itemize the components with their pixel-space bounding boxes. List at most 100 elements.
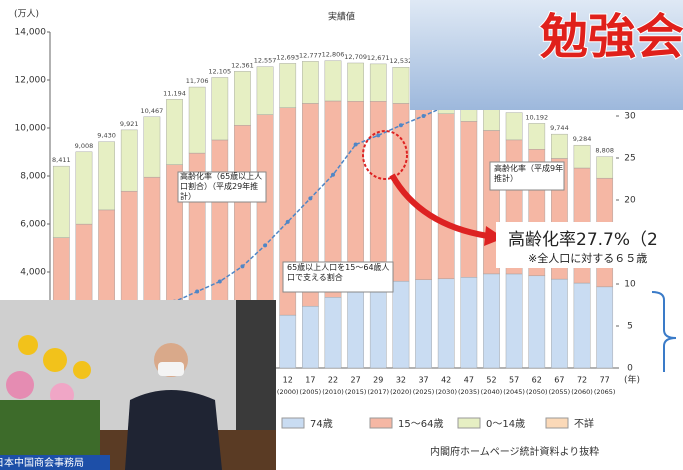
person-body — [125, 390, 222, 470]
annotation: 高齢化率（65歳以上人口割合）（平成29年推計） — [180, 172, 266, 204]
x-tick-year: (2030) — [435, 388, 457, 396]
bar-segment — [506, 274, 522, 368]
bar-segment — [325, 297, 341, 368]
bar-segment — [257, 67, 273, 115]
total-label: 12,105 — [208, 67, 231, 75]
annotation-text: 65歳以上人口を15～64歳人口で支える割合 — [287, 263, 391, 283]
x-tick-year: (2005) — [300, 388, 322, 396]
total-label: 12,557 — [254, 57, 277, 65]
banner-title: 勉強会 — [540, 9, 683, 65]
legend-swatch — [370, 418, 392, 428]
source: 内閣府ホームページ統計資料より抜粋 — [430, 445, 599, 458]
x-tick-year: (2060) — [571, 388, 593, 396]
total-label: 9,921 — [120, 120, 139, 128]
bar-segment — [189, 87, 205, 153]
total-label: 12,709 — [344, 53, 367, 61]
x-tick-year: (2065) — [594, 388, 616, 396]
y2-tick-label: 20 — [624, 196, 636, 206]
bar-segment — [370, 64, 386, 101]
rate-marker — [376, 133, 380, 137]
annotation-text: 高齢化率（平成9年推計） — [494, 164, 564, 184]
rate-marker — [354, 143, 358, 147]
x-tick-label: 12 — [283, 376, 293, 385]
bar-segment — [438, 114, 454, 279]
y-unit: (万人) — [14, 9, 39, 20]
total-label: 12,777 — [299, 51, 322, 59]
total-label: 11,706 — [186, 77, 209, 85]
bar-segment — [166, 99, 182, 164]
bar-segment — [415, 280, 431, 368]
bar-segment — [53, 166, 69, 237]
bar-segment — [144, 117, 160, 177]
legend-swatch — [458, 418, 480, 428]
total-label: 12,532 — [390, 57, 413, 65]
total-label: 9,430 — [97, 132, 116, 140]
x-tick-year: (2000) — [277, 388, 299, 396]
x-tick-year: (2055) — [549, 388, 571, 396]
total-label: 9,284 — [573, 135, 592, 143]
bar-segment — [461, 277, 477, 368]
legend-label: 0～14歳 — [486, 418, 525, 430]
y-tick-label: 4,000 — [20, 268, 46, 278]
bar-segment — [325, 61, 341, 101]
x-tick-label: 42 — [441, 376, 451, 385]
bar-segment — [574, 283, 590, 368]
rate-marker — [263, 243, 267, 247]
x-tick-label: 77 — [600, 376, 610, 385]
y-tick-label: 8,000 — [20, 172, 46, 182]
y2-tick-label: 10 — [624, 280, 636, 290]
x-tick-year: (2050) — [526, 388, 548, 396]
bar-segment — [347, 63, 363, 101]
rate-marker — [399, 123, 403, 127]
bar-segment — [393, 281, 409, 368]
x-tick-label: 22 — [328, 376, 338, 385]
bar-segment — [551, 134, 567, 158]
mask — [158, 362, 184, 376]
bar-segment — [76, 152, 92, 224]
legend-label: 15～64歳 — [398, 418, 443, 430]
y2-tick-label: 5 — [627, 322, 633, 332]
bar-segment — [393, 67, 409, 103]
rate-marker — [286, 220, 290, 224]
bar-segment — [302, 306, 318, 368]
bar-segment — [121, 130, 137, 191]
x-tick-year: (2045) — [503, 388, 525, 396]
callout-note: ※全人口に対する６５歳 — [528, 251, 647, 265]
y-tick-label: 12,000 — [15, 76, 47, 86]
x-tick-label: 27 — [351, 376, 361, 385]
total-label: 12,693 — [276, 53, 299, 61]
bar-segment — [597, 157, 613, 179]
y-tick-label: 14,000 — [15, 28, 47, 38]
x-tick-year: (2015) — [345, 388, 367, 396]
bar-segment — [551, 279, 567, 368]
bar-segment — [347, 287, 363, 368]
x-tick-year: (2017) — [367, 388, 389, 396]
total-label: 12,361 — [231, 61, 254, 69]
x-unit: (年) — [624, 374, 640, 386]
y-tick-label: 10,000 — [15, 124, 47, 134]
total-label: 9,008 — [75, 142, 94, 150]
y2-tick-label: 25 — [624, 154, 635, 164]
y2-tick-label: 0 — [627, 364, 633, 374]
bar-segment — [280, 315, 296, 368]
callout-title: 高齢化率27.7%（2 — [508, 230, 658, 250]
bar-segment — [347, 101, 363, 286]
bar-segment — [415, 108, 431, 280]
x-tick-year: (2035) — [458, 388, 480, 396]
actual-label: 実績値 — [328, 11, 355, 23]
y-tick-label: 6,000 — [20, 220, 46, 230]
flower — [18, 335, 38, 355]
total-label: 8,808 — [595, 147, 614, 155]
screen: 02,0004,0006,0008,00010,00012,00014,0000… — [0, 0, 683, 470]
x-tick-label: 29 — [373, 376, 383, 385]
bar-segment — [506, 113, 522, 140]
x-tick-label: 67 — [554, 376, 564, 385]
x-tick-year: (2040) — [481, 388, 503, 396]
bar-segment — [98, 142, 114, 210]
bar-segment — [370, 284, 386, 368]
y2-tick-label: 30 — [624, 112, 636, 122]
rate-marker — [308, 196, 312, 200]
x-tick-label: 17 — [305, 376, 315, 385]
annotation: 高齢化率（平成9年推計） — [494, 164, 564, 190]
